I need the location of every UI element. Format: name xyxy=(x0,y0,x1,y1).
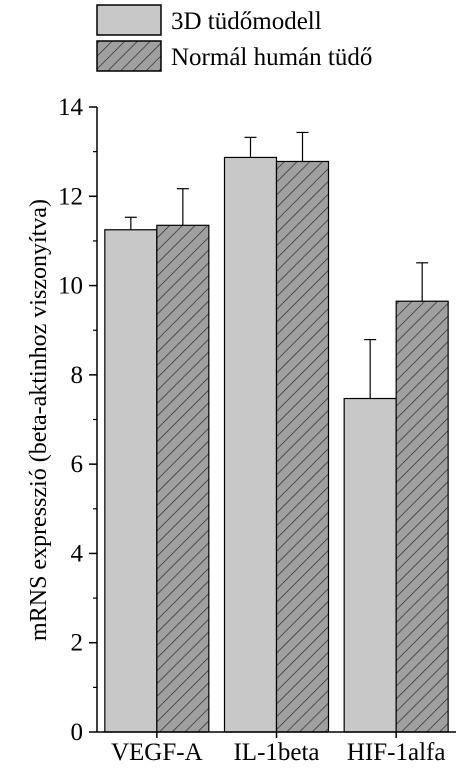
bar-2-hif-1alfa xyxy=(395,300,449,733)
legend-label-1: 3D tüdőmodell xyxy=(171,8,322,35)
x-tick-label-3: HIF-1alfa xyxy=(347,739,446,766)
y-tick-label-14: 14 xyxy=(58,94,84,121)
y-tick-label-12: 12 xyxy=(58,183,83,210)
y-tick-label-10: 10 xyxy=(58,273,83,300)
legend-item-2: Normál humán tüdő xyxy=(96,40,372,72)
legend-label-2: Normál humán tüdő xyxy=(171,44,372,71)
legend: 3D tüdőmodell Normál humán tüdő xyxy=(96,4,372,72)
legend-swatch-1 xyxy=(96,4,162,36)
y-tick-label-2: 2 xyxy=(71,630,84,657)
x-tick-label-2: IL-1beta xyxy=(233,739,319,766)
y-axis-label: mRNS expresszió (beta-aktinhoz viszonyít… xyxy=(26,199,52,641)
x-tick-label-1: VEGF-A xyxy=(111,739,203,766)
legend-swatch-2 xyxy=(96,40,162,72)
y-tick-label-4: 4 xyxy=(71,540,84,567)
y-tick-label-8: 8 xyxy=(71,362,84,389)
bar-1-hif-1alfa xyxy=(343,397,397,733)
bar-1-il-1beta xyxy=(223,156,278,733)
bar-1-vegf-a xyxy=(104,229,158,733)
plot-area: VEGF-A IL-1beta HIF-1alfa 0 2 4 6 8 10 12 14 xyxy=(58,94,456,766)
y-tick-label-6: 6 xyxy=(71,451,84,478)
y-tick-label-0: 0 xyxy=(71,719,84,746)
legend-item-1: 3D tüdőmodell xyxy=(96,4,322,36)
bar-2-vegf-a xyxy=(156,224,210,733)
bar-2-il-1beta xyxy=(275,160,330,733)
